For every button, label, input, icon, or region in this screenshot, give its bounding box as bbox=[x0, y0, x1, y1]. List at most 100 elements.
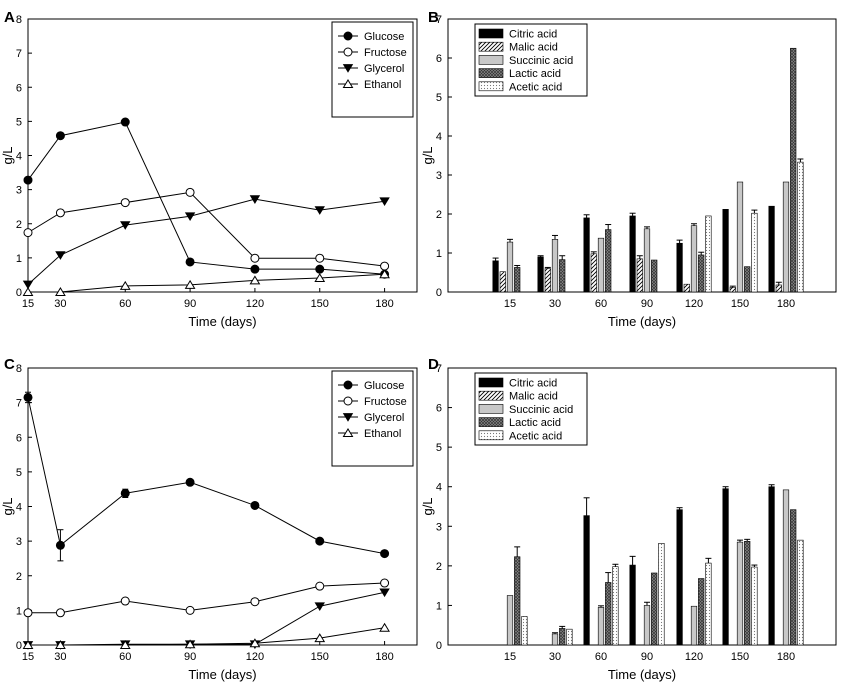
bar bbox=[551, 239, 559, 293]
x-tick-label: 90 bbox=[641, 651, 653, 663]
data-point bbox=[379, 269, 390, 279]
bar bbox=[583, 217, 590, 293]
x-tick-label: 60 bbox=[595, 651, 607, 663]
bar bbox=[698, 578, 705, 646]
y-tick-label: 1 bbox=[16, 605, 22, 617]
x-tick-label: 15 bbox=[22, 651, 34, 663]
plot-frame bbox=[447, 367, 837, 646]
series-ethanol bbox=[22, 269, 390, 296]
bar bbox=[492, 260, 499, 293]
bar bbox=[612, 566, 619, 646]
bar bbox=[506, 595, 514, 646]
bar bbox=[797, 539, 804, 646]
data-point bbox=[185, 257, 195, 267]
data-point bbox=[250, 253, 260, 263]
bar bbox=[790, 47, 797, 293]
series-glycerol bbox=[22, 588, 390, 650]
data-point bbox=[22, 287, 34, 296]
y-tick-label: 1 bbox=[436, 248, 442, 260]
bar bbox=[797, 161, 804, 293]
data-point bbox=[22, 640, 34, 649]
bar bbox=[705, 215, 712, 293]
legend-marker bbox=[342, 79, 354, 88]
y-tick-label: 8 bbox=[16, 363, 22, 375]
data-point bbox=[23, 392, 33, 402]
y-tick-label: 4 bbox=[16, 502, 22, 514]
bar bbox=[514, 556, 521, 646]
bar bbox=[629, 564, 636, 646]
y-tick-label: 7 bbox=[436, 363, 442, 375]
data-point bbox=[22, 280, 34, 290]
data-point bbox=[120, 221, 131, 230]
y-tick-label: 2 bbox=[436, 209, 442, 221]
series-lactic-acid bbox=[514, 509, 797, 646]
bar bbox=[690, 225, 698, 293]
bar bbox=[775, 284, 782, 293]
panel-label: C bbox=[4, 356, 15, 373]
legend-label: Glycerol bbox=[364, 63, 404, 75]
bar bbox=[698, 254, 705, 293]
x-tick-label: 30 bbox=[54, 651, 66, 663]
y-tick-label: 2 bbox=[16, 219, 22, 231]
data-point bbox=[249, 275, 261, 285]
bar bbox=[651, 572, 658, 646]
x-axis-label: Time (days) bbox=[608, 667, 676, 682]
bar bbox=[751, 212, 758, 293]
y-tick-label: 3 bbox=[436, 521, 442, 533]
bar bbox=[605, 582, 612, 646]
series-citric-acid bbox=[492, 205, 775, 293]
bar bbox=[768, 205, 775, 293]
bar bbox=[643, 605, 651, 646]
series-ethanol bbox=[22, 622, 390, 649]
data-point bbox=[315, 536, 325, 546]
bar bbox=[643, 228, 651, 293]
y-tick-label: 3 bbox=[16, 185, 22, 197]
y-tick-label: 6 bbox=[16, 432, 22, 444]
y-tick-label: 2 bbox=[16, 571, 22, 583]
data-point bbox=[249, 195, 261, 204]
data-point bbox=[250, 500, 260, 510]
bar bbox=[551, 633, 559, 646]
panel-label: A bbox=[4, 9, 15, 26]
y-tick-label: 6 bbox=[436, 53, 442, 65]
bar bbox=[705, 562, 712, 646]
series-glucose bbox=[23, 391, 390, 562]
legend-label: Citric acid bbox=[509, 378, 557, 390]
x-tick-label: 60 bbox=[595, 298, 607, 310]
y-axis-label: g/L bbox=[420, 146, 435, 164]
y-tick-label: 4 bbox=[436, 482, 442, 494]
y-tick-label: 7 bbox=[16, 398, 22, 410]
x-tick-label: 60 bbox=[119, 298, 131, 310]
bar bbox=[676, 509, 683, 646]
bar bbox=[744, 541, 751, 646]
y-tick-label: 3 bbox=[16, 536, 22, 548]
legend-label: Succinic acid bbox=[509, 55, 573, 67]
legend-swatch bbox=[478, 390, 504, 401]
legend-swatch bbox=[478, 404, 504, 414]
y-tick-label: 6 bbox=[16, 82, 22, 94]
legend-swatch bbox=[478, 41, 504, 52]
bar bbox=[736, 181, 744, 293]
x-axis-label: Time (days) bbox=[188, 314, 256, 329]
data-point bbox=[249, 638, 261, 648]
y-tick-label: 1 bbox=[16, 253, 22, 265]
y-tick-label: 0 bbox=[436, 640, 442, 652]
x-tick-label: 120 bbox=[685, 298, 703, 310]
x-tick-label: 120 bbox=[246, 651, 264, 663]
legend-marker bbox=[343, 396, 353, 406]
x-tick-label: 15 bbox=[504, 651, 516, 663]
data-point bbox=[185, 187, 195, 197]
legend-label: Lactic acid bbox=[509, 417, 561, 429]
bar bbox=[499, 271, 506, 293]
bar bbox=[544, 268, 551, 293]
bar bbox=[782, 489, 790, 646]
x-tick-label: 15 bbox=[22, 298, 34, 310]
x-tick-label: 30 bbox=[549, 651, 561, 663]
data-point bbox=[380, 261, 390, 271]
data-point bbox=[379, 622, 390, 632]
series-fructose bbox=[23, 578, 390, 618]
data-point bbox=[380, 549, 390, 559]
bar bbox=[605, 229, 612, 293]
x-tick-label: 150 bbox=[311, 651, 329, 663]
series-succinic-acid bbox=[506, 181, 790, 293]
